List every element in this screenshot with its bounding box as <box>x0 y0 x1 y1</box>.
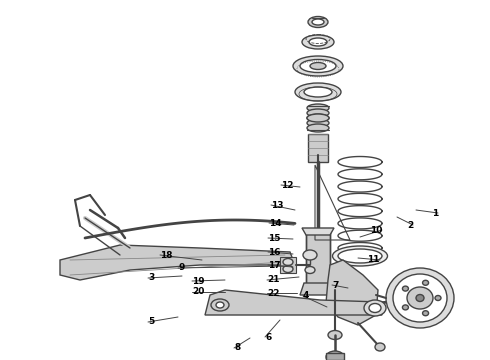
Bar <box>306 230 330 285</box>
Bar <box>308 134 328 162</box>
Polygon shape <box>302 228 334 235</box>
Ellipse shape <box>310 63 326 69</box>
Ellipse shape <box>328 330 342 339</box>
Ellipse shape <box>303 250 317 260</box>
Text: 12: 12 <box>281 180 294 189</box>
Ellipse shape <box>307 124 329 132</box>
Ellipse shape <box>364 300 386 316</box>
Polygon shape <box>60 245 295 280</box>
Text: 3: 3 <box>148 274 154 283</box>
Ellipse shape <box>386 268 454 328</box>
Ellipse shape <box>304 87 332 97</box>
Polygon shape <box>326 353 344 360</box>
Ellipse shape <box>307 109 329 117</box>
Text: 14: 14 <box>269 219 282 228</box>
Text: 4: 4 <box>303 292 309 301</box>
Text: 9: 9 <box>178 264 184 273</box>
Text: 10: 10 <box>369 225 382 234</box>
Text: 8: 8 <box>234 343 240 352</box>
Ellipse shape <box>211 299 229 311</box>
Ellipse shape <box>422 311 429 316</box>
Ellipse shape <box>333 246 388 266</box>
Ellipse shape <box>402 305 409 310</box>
Text: 13: 13 <box>271 201 284 210</box>
Polygon shape <box>326 260 378 325</box>
Ellipse shape <box>283 258 293 266</box>
Ellipse shape <box>216 302 224 308</box>
Text: 22: 22 <box>267 288 279 297</box>
Text: 21: 21 <box>267 275 279 284</box>
Ellipse shape <box>309 38 327 46</box>
Text: 2: 2 <box>407 220 413 230</box>
Ellipse shape <box>326 351 344 360</box>
Ellipse shape <box>307 104 329 112</box>
Ellipse shape <box>305 266 315 274</box>
Text: 17: 17 <box>268 261 281 270</box>
Ellipse shape <box>338 249 382 263</box>
Text: 5: 5 <box>148 318 154 327</box>
Ellipse shape <box>308 17 328 27</box>
Text: 19: 19 <box>192 276 205 285</box>
Ellipse shape <box>307 114 329 122</box>
Ellipse shape <box>307 114 329 122</box>
Text: 7: 7 <box>332 280 339 289</box>
Ellipse shape <box>307 119 329 127</box>
Text: 11: 11 <box>368 256 380 265</box>
Ellipse shape <box>375 343 385 351</box>
Ellipse shape <box>295 83 341 101</box>
Ellipse shape <box>407 287 433 309</box>
Polygon shape <box>300 283 336 295</box>
Ellipse shape <box>283 266 293 273</box>
Polygon shape <box>205 290 382 315</box>
Text: 20: 20 <box>192 288 204 297</box>
Polygon shape <box>280 257 296 273</box>
Ellipse shape <box>422 280 429 285</box>
Text: 18: 18 <box>160 251 172 260</box>
Ellipse shape <box>300 59 336 72</box>
Ellipse shape <box>293 56 343 76</box>
Ellipse shape <box>302 35 334 49</box>
Ellipse shape <box>312 19 324 25</box>
Text: 1: 1 <box>432 208 438 217</box>
Ellipse shape <box>416 294 424 302</box>
Ellipse shape <box>393 274 447 322</box>
Text: 16: 16 <box>268 248 280 257</box>
Text: 15: 15 <box>268 234 280 243</box>
Ellipse shape <box>402 286 409 291</box>
Text: 6: 6 <box>265 333 271 342</box>
Ellipse shape <box>435 296 441 301</box>
Ellipse shape <box>369 303 381 312</box>
